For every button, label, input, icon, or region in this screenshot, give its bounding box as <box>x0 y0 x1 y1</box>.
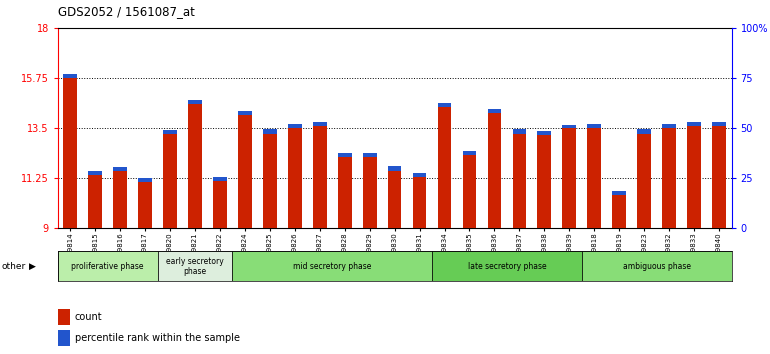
Bar <box>238 115 252 228</box>
Bar <box>513 134 526 228</box>
Bar <box>463 155 477 228</box>
Text: other: other <box>2 262 25 271</box>
Bar <box>163 134 177 228</box>
Bar <box>288 124 302 129</box>
Bar <box>213 177 227 181</box>
Bar <box>612 192 626 195</box>
Text: count: count <box>75 312 102 322</box>
Bar <box>163 130 177 134</box>
Bar <box>139 182 152 228</box>
Text: ambiguous phase: ambiguous phase <box>623 262 691 271</box>
Bar <box>313 126 326 228</box>
Bar <box>238 110 252 115</box>
Bar <box>588 124 601 129</box>
Bar <box>388 171 401 228</box>
Bar <box>233 251 432 281</box>
Text: late secretory phase: late secretory phase <box>467 262 546 271</box>
Bar <box>113 167 127 171</box>
Bar <box>188 104 202 228</box>
Bar <box>437 103 451 107</box>
Bar <box>687 122 701 126</box>
Text: early secretory
phase: early secretory phase <box>166 257 224 276</box>
Bar <box>513 130 526 134</box>
Bar <box>63 74 77 78</box>
Bar <box>313 122 326 126</box>
Bar <box>638 130 651 134</box>
Text: percentile rank within the sample: percentile rank within the sample <box>75 333 239 343</box>
Bar <box>58 309 70 325</box>
Text: mid secretory phase: mid secretory phase <box>293 262 371 271</box>
Bar <box>139 178 152 182</box>
Bar <box>662 124 676 129</box>
Bar <box>463 152 477 155</box>
Bar <box>388 166 401 171</box>
Bar <box>588 129 601 228</box>
Bar <box>158 251 233 281</box>
Text: ▶: ▶ <box>29 262 36 271</box>
Bar <box>263 130 276 134</box>
Bar <box>89 175 102 228</box>
Bar <box>582 251 732 281</box>
Bar <box>213 181 227 228</box>
Bar <box>363 153 377 157</box>
Bar <box>63 78 77 228</box>
Bar <box>712 126 726 228</box>
Bar <box>363 157 377 228</box>
Bar <box>89 171 102 175</box>
Bar <box>58 251 158 281</box>
Bar <box>712 122 726 126</box>
Bar <box>113 171 127 228</box>
Bar <box>58 330 70 346</box>
Bar <box>662 129 676 228</box>
Bar <box>487 113 501 228</box>
Bar <box>562 129 576 228</box>
Text: GDS2052 / 1561087_at: GDS2052 / 1561087_at <box>58 5 195 18</box>
Bar <box>288 129 302 228</box>
Bar <box>263 134 276 228</box>
Bar <box>537 131 551 135</box>
Bar <box>437 107 451 228</box>
Bar <box>638 134 651 228</box>
Bar <box>687 126 701 228</box>
Bar <box>537 135 551 228</box>
Bar <box>188 100 202 104</box>
Bar <box>487 109 501 113</box>
Bar <box>338 157 352 228</box>
Bar <box>562 125 576 129</box>
Bar <box>338 153 352 157</box>
Bar <box>612 195 626 228</box>
Bar <box>432 251 582 281</box>
Bar <box>413 177 427 228</box>
Text: proliferative phase: proliferative phase <box>72 262 144 271</box>
Bar <box>413 173 427 177</box>
